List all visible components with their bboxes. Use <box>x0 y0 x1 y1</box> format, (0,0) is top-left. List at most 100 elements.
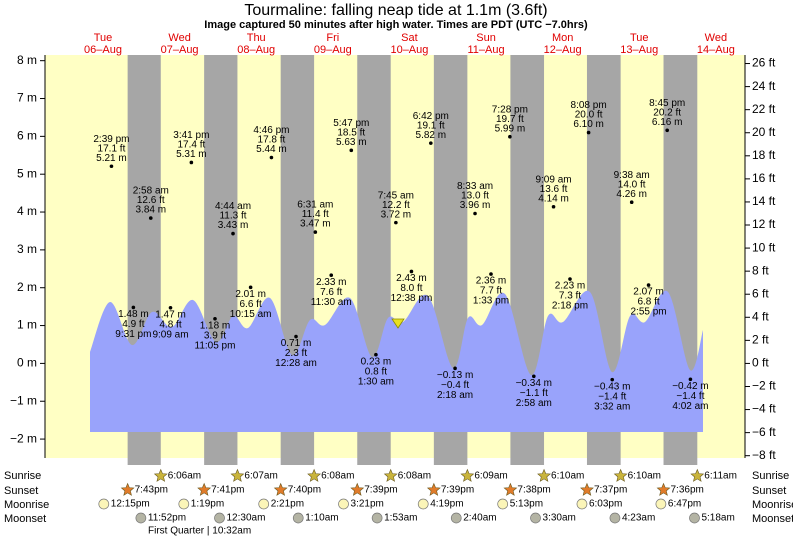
tide-label: 7.3 ft <box>559 291 581 302</box>
moonset-time: 4:23am <box>622 513 655 524</box>
y-tick-label: 6 m <box>17 129 37 143</box>
tide-label: −1.4 ft <box>676 391 704 402</box>
row-label: Sunset <box>752 485 786 497</box>
tide-label: −0.4 ft <box>441 380 469 391</box>
tide-label: 4.14 m <box>538 193 569 204</box>
tide-label: 6:31 am <box>297 200 333 211</box>
tide-point <box>394 220 398 225</box>
y-tick-label: 3 m <box>17 242 37 256</box>
tide-label: 2.3 ft <box>285 348 307 359</box>
row-label: Moonset <box>4 513 46 525</box>
tide-label: 17.1 ft <box>98 143 126 154</box>
tide-label: 8:08 pm <box>571 100 607 111</box>
tide-label: 10:15 am <box>230 309 272 320</box>
moonset-icon <box>689 512 700 524</box>
tide-label: −0.42 m <box>672 381 708 392</box>
tide-point <box>248 285 253 290</box>
tide-point <box>231 231 235 236</box>
tide-label: 2.01 m <box>235 289 266 300</box>
tide-label: 2.33 m <box>316 277 347 288</box>
tide-label: 20.2 ft <box>653 107 681 118</box>
tide-point <box>551 204 556 209</box>
tide-label: 4.8 ft <box>159 319 181 330</box>
day-date: 06–Aug <box>84 44 122 56</box>
moonrise-icon <box>576 498 588 510</box>
tide-label: 9:38 am <box>614 170 650 181</box>
tide-label: 2:39 pm <box>93 134 129 145</box>
y-tick-label: 7 m <box>17 91 37 105</box>
sunset-time: 7:39pm <box>364 485 397 496</box>
sunset-time: 7:40pm <box>288 485 321 496</box>
moonrise-icon <box>178 498 190 510</box>
tide-label: 6.8 ft <box>637 297 659 308</box>
tide-label: 1.48 m <box>118 309 149 320</box>
day-date: 11–Aug <box>467 44 504 56</box>
tide-label: 12.2 ft <box>382 200 410 211</box>
y2-tick-label: 0 ft <box>752 356 769 370</box>
sunset-icon <box>273 482 288 496</box>
tide-curve <box>90 290 703 432</box>
tide-label: 5.44 m <box>256 144 287 155</box>
tide-label: 5:47 pm <box>333 118 369 129</box>
sunrise-icon <box>383 468 398 482</box>
y2-tick-label: −4 ft <box>752 402 776 416</box>
tide-label: 2:18 am <box>437 390 473 401</box>
moonrise-icon <box>655 498 667 510</box>
sunrise-time: 6:06am <box>168 471 201 482</box>
moonset-icon <box>214 512 225 524</box>
row-label: Sunrise <box>752 470 789 482</box>
moonset-icon <box>450 512 462 524</box>
y2-tick-label: −6 ft <box>752 425 776 439</box>
y2-tick-label: 8 ft <box>752 263 769 277</box>
tide-label: 3:32 am <box>594 401 630 412</box>
moonrise-icon <box>497 498 509 510</box>
y2-tick-label: 26 ft <box>752 56 776 70</box>
moonset-time: 5:18am <box>701 513 734 524</box>
tide-point <box>168 305 173 310</box>
tide-point <box>313 230 318 234</box>
tide-label: 13.0 ft <box>461 191 489 202</box>
sunrise-icon <box>537 468 551 482</box>
tide-point <box>213 316 217 321</box>
moonset-icon <box>609 512 621 524</box>
y2-tick-label: 14 ft <box>752 194 776 208</box>
sunset-time: 7:36pm <box>671 485 704 496</box>
tide-point <box>374 352 378 357</box>
sunrise-time: 6:10am <box>628 471 661 482</box>
tide-label: 0.71 m <box>281 338 312 349</box>
sunrise-icon <box>690 468 705 482</box>
moonset-icon <box>371 512 383 524</box>
y-tick-label: 5 m <box>17 166 37 180</box>
row-label: Sunrise <box>4 470 41 482</box>
tide-point <box>646 283 651 287</box>
moonset-icon <box>530 512 541 524</box>
y2-tick-label: 18 ft <box>752 148 776 162</box>
tide-point <box>568 277 572 281</box>
tide-label: 1.18 m <box>200 320 231 331</box>
sunset-time: 7:38pm <box>517 485 550 496</box>
tide-label: 11:05 pm <box>195 340 236 351</box>
tide-label: 0.23 m <box>361 356 392 367</box>
tide-label: −1.4 ft <box>598 391 626 402</box>
tide-label: 9:09 am <box>535 174 571 185</box>
tide-label: 5.63 m <box>336 137 367 148</box>
tide-label: 2:58 am <box>516 398 552 409</box>
tide-label: 3.72 m <box>381 209 412 220</box>
moonrise-icon <box>98 498 110 510</box>
tide-label: 4:02 am <box>672 401 708 412</box>
tide-point <box>329 273 334 278</box>
day-name: Thu <box>247 32 266 44</box>
tide-label: 1.47 m <box>155 309 186 320</box>
tide-label: 17.8 ft <box>258 135 286 146</box>
sunrise-icon <box>613 468 628 482</box>
day-date: 14–Aug <box>697 44 735 56</box>
day-name: Mon <box>552 32 573 44</box>
y2-tick-label: −8 ft <box>752 448 776 462</box>
tide-label: 2:18 pm <box>552 301 588 312</box>
tide-label: 12:28 am <box>275 358 317 369</box>
tide-point <box>629 200 634 204</box>
sunrise-time: 6:08am <box>398 471 431 482</box>
tide-label: 3.43 m <box>218 220 249 231</box>
tide-label: 4.9 ft <box>122 319 144 330</box>
